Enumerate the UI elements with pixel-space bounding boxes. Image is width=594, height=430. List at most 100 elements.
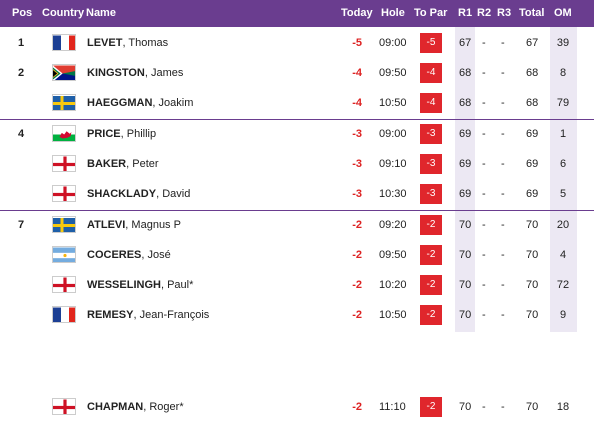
player-last-name[interactable]: ATLEVI [87, 219, 126, 231]
player-last-name[interactable]: BAKER [87, 158, 127, 170]
round2-score: - [482, 37, 486, 49]
tee-time: 10:50 [379, 309, 407, 321]
player-name[interactable]: PRICE, Phillip [87, 128, 157, 140]
player-first-name[interactable]: Peter [132, 158, 159, 170]
round2-score: - [482, 219, 486, 231]
leaderboard-row[interactable]: 2 KINGSTON, James -4 09:50 -4 68- -68 8 [0, 59, 594, 89]
player-first-name[interactable]: Phillip [126, 128, 157, 140]
header-today[interactable]: Today [341, 7, 373, 19]
player-name[interactable]: LEVET, Thomas [87, 37, 169, 49]
player-name[interactable]: COCERES, José [87, 249, 171, 261]
player-name[interactable]: KINGSTON, James [87, 67, 184, 79]
leaderboard-row[interactable]: WESSELINGH, Paul* -2 10:20 -2 70- -70 72 [0, 271, 594, 301]
today-score: -2 [352, 401, 362, 413]
leaderboard-row[interactable]: REMESY, Jean-François -2 10:50 -2 70- -70 9 [0, 301, 594, 331]
leaderboard-row[interactable]: HAEGGMAN, Joakim -4 10:50 -4 68- -68 79 [0, 89, 594, 119]
round3-score: - [501, 128, 505, 140]
player-name[interactable]: REMESY, Jean-François [87, 309, 210, 321]
order-of-merit: 4 [559, 249, 567, 261]
today-score: -3 [352, 158, 362, 170]
player-name[interactable]: CHAPMAN, Roger* [87, 401, 184, 413]
south-africa-flag-icon [52, 64, 76, 81]
header-total[interactable]: Total [519, 7, 545, 19]
round1-score: 70 [459, 309, 472, 321]
player-first-name[interactable]: Joakim [158, 97, 194, 109]
player-first-name[interactable]: Magnus P [131, 219, 181, 231]
total-score: 68 [526, 97, 539, 109]
to-par-badge: -2 [420, 245, 442, 265]
argentina-flag-icon [52, 246, 76, 263]
round2-score: - [482, 279, 486, 291]
player-last-name[interactable]: LEVET [87, 37, 123, 49]
player-first-name[interactable]: Roger* [149, 401, 184, 413]
header-r3[interactable]: R3 [497, 7, 512, 19]
header-topar[interactable]: To Par [414, 7, 448, 19]
today-score: -3 [352, 188, 362, 200]
player-name[interactable]: WESSELINGH, Paul* [87, 279, 194, 291]
leaderboard-row[interactable]: BAKER, Peter -3 09:10 -3 69- -69 6 [0, 150, 594, 180]
round2-score: - [482, 188, 486, 200]
header-name[interactable]: Name [86, 7, 116, 19]
leaderboard-row[interactable]: COCERES, José -2 09:50 -2 70- -70 4 [0, 241, 594, 271]
wales-flag-icon [52, 125, 76, 142]
group-divider [0, 119, 594, 120]
to-par-badge: -4 [420, 93, 442, 113]
player-first-name[interactable]: José [147, 249, 171, 261]
leaderboard-row[interactable]: SHACKLADY, David -3 10:30 -3 69- -69 5 [0, 180, 594, 210]
row-pos: 1 [18, 37, 25, 49]
player-first-name[interactable]: Paul* [167, 279, 194, 291]
player-name[interactable]: SHACKLADY, David [87, 188, 191, 200]
total-score: 70 [526, 401, 539, 413]
player-last-name[interactable]: PRICE [87, 128, 121, 140]
leaderboard-row[interactable]: 4 PRICE, Phillip -3 09:00 -3 69- -69 1 [0, 120, 594, 150]
order-of-merit: 9 [559, 309, 567, 321]
player-last-name[interactable]: HAEGGMAN [87, 97, 153, 109]
player-last-name[interactable]: CHAPMAN [87, 401, 144, 413]
today-score: -3 [352, 128, 362, 140]
to-par-badge: -3 [420, 184, 442, 204]
round3-score: - [501, 309, 505, 321]
round3-score: - [501, 37, 505, 49]
round1-score: 67 [459, 37, 472, 49]
row-pos: 4 [18, 128, 25, 140]
to-par-badge: -2 [420, 305, 442, 325]
tee-time: 10:30 [379, 188, 407, 200]
player-name[interactable]: ATLEVI, Magnus P [87, 219, 181, 231]
round3-score: - [501, 401, 505, 413]
round2-score: - [482, 128, 486, 140]
round3-score: - [501, 279, 505, 291]
header-hole[interactable]: Hole [381, 7, 405, 19]
header-r1[interactable]: R1 [458, 7, 473, 19]
leaderboard-row[interactable]: 1 LEVET, Thomas -5 09:00 -5 67- -67 39 [0, 29, 594, 59]
header-pos[interactable]: Pos [12, 7, 33, 19]
player-last-name[interactable]: SHACKLADY [87, 188, 157, 200]
today-score: -2 [352, 249, 362, 261]
round1-score: 68 [459, 97, 472, 109]
today-score: -2 [352, 279, 362, 291]
round1-score: 69 [459, 128, 472, 140]
player-first-name[interactable]: David [162, 188, 191, 200]
player-name[interactable]: HAEGGMAN, Joakim [87, 97, 194, 109]
header-r2[interactable]: R2 [477, 7, 492, 19]
round2-score: - [482, 401, 486, 413]
player-last-name[interactable]: REMESY [87, 309, 134, 321]
round1-score: 69 [459, 188, 472, 200]
england-flag-icon [52, 155, 76, 172]
player-name[interactable]: BAKER, Peter [87, 158, 159, 170]
player-first-name[interactable]: Thomas [128, 37, 169, 49]
header-country[interactable]: Country [42, 7, 85, 19]
round1-score: 69 [459, 158, 472, 170]
france-flag-icon [52, 34, 76, 51]
leaderboard-row[interactable]: 7 ATLEVI, Magnus P -2 09:20 -2 70- -70 20 [0, 211, 594, 241]
order-of-merit: 18 [556, 401, 570, 413]
order-of-merit: 1 [559, 128, 567, 140]
leaderboard-row[interactable]: CHAPMAN, Roger* -2 11:10 -2 70- -70 18 [0, 393, 594, 423]
leaderboard-header: Pos Country Name Today Hole To Par R1 R2… [0, 0, 594, 27]
player-first-name[interactable]: James [150, 67, 184, 79]
today-score: -4 [352, 67, 362, 79]
player-last-name[interactable]: WESSELINGH [87, 279, 161, 291]
player-last-name[interactable]: COCERES [87, 249, 142, 261]
player-last-name[interactable]: KINGSTON [87, 67, 145, 79]
player-first-name[interactable]: Jean-François [139, 309, 210, 321]
header-om[interactable]: OM [554, 7, 572, 19]
